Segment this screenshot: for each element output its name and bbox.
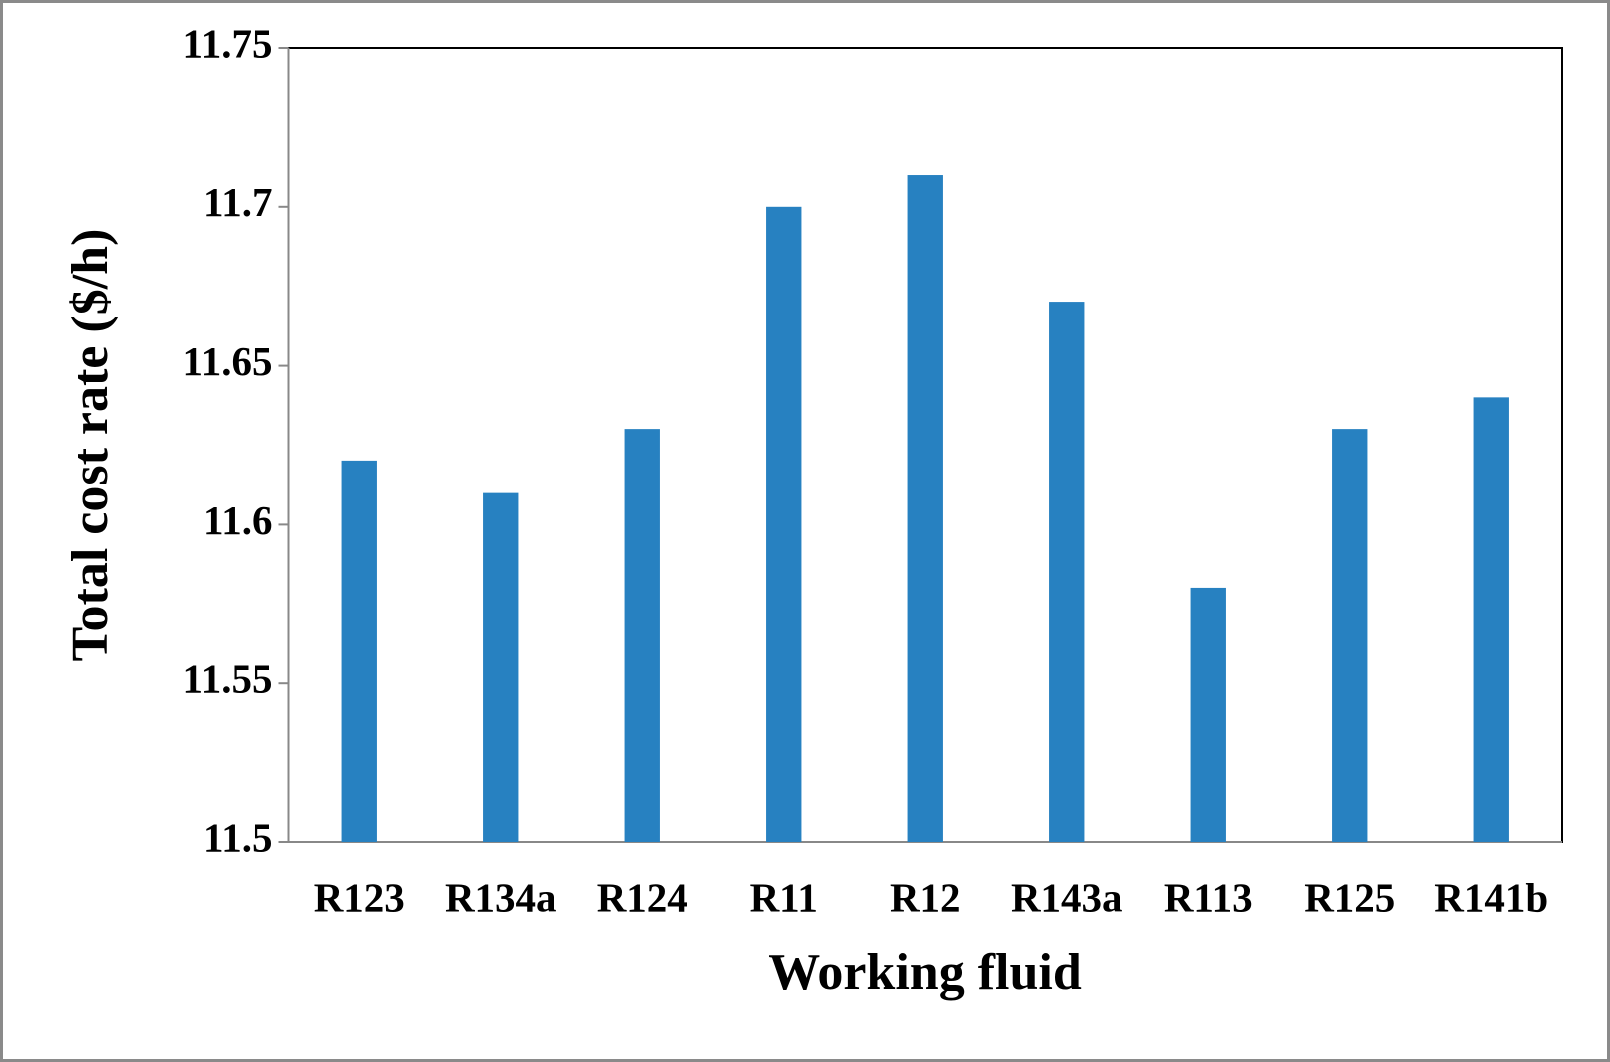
- x-tick-label: R124: [597, 874, 688, 920]
- y-tick-label: 11.65: [183, 338, 273, 384]
- y-axis-title: Total cost rate ($/h): [62, 229, 119, 662]
- x-tick-label: R141b: [1434, 874, 1548, 920]
- bar: [1190, 587, 1226, 842]
- x-tick-label: R113: [1164, 874, 1253, 920]
- x-axis-title: Working fluid: [768, 944, 1082, 1001]
- bar: [341, 460, 377, 842]
- bar: [907, 175, 943, 843]
- y-tick-label: 11.6: [203, 497, 273, 543]
- bar: [483, 492, 519, 842]
- bar: [1473, 397, 1509, 842]
- x-tick-label: R11: [750, 874, 818, 920]
- x-tick-label: R123: [314, 874, 405, 920]
- x-tick-label: R12: [890, 874, 961, 920]
- y-tick-label: 11.7: [203, 179, 273, 225]
- bar: [624, 429, 660, 842]
- y-tick-label: 11.5: [203, 814, 273, 860]
- bar: [1049, 302, 1085, 843]
- y-tick-label: 11.75: [183, 20, 273, 66]
- y-tick-label: 11.55: [183, 656, 273, 702]
- x-tick-label: R134a: [445, 874, 557, 920]
- x-tick-label: R143a: [1011, 874, 1123, 920]
- x-tick-label: R125: [1304, 874, 1395, 920]
- bar: [1332, 429, 1368, 842]
- bar: [766, 206, 802, 843]
